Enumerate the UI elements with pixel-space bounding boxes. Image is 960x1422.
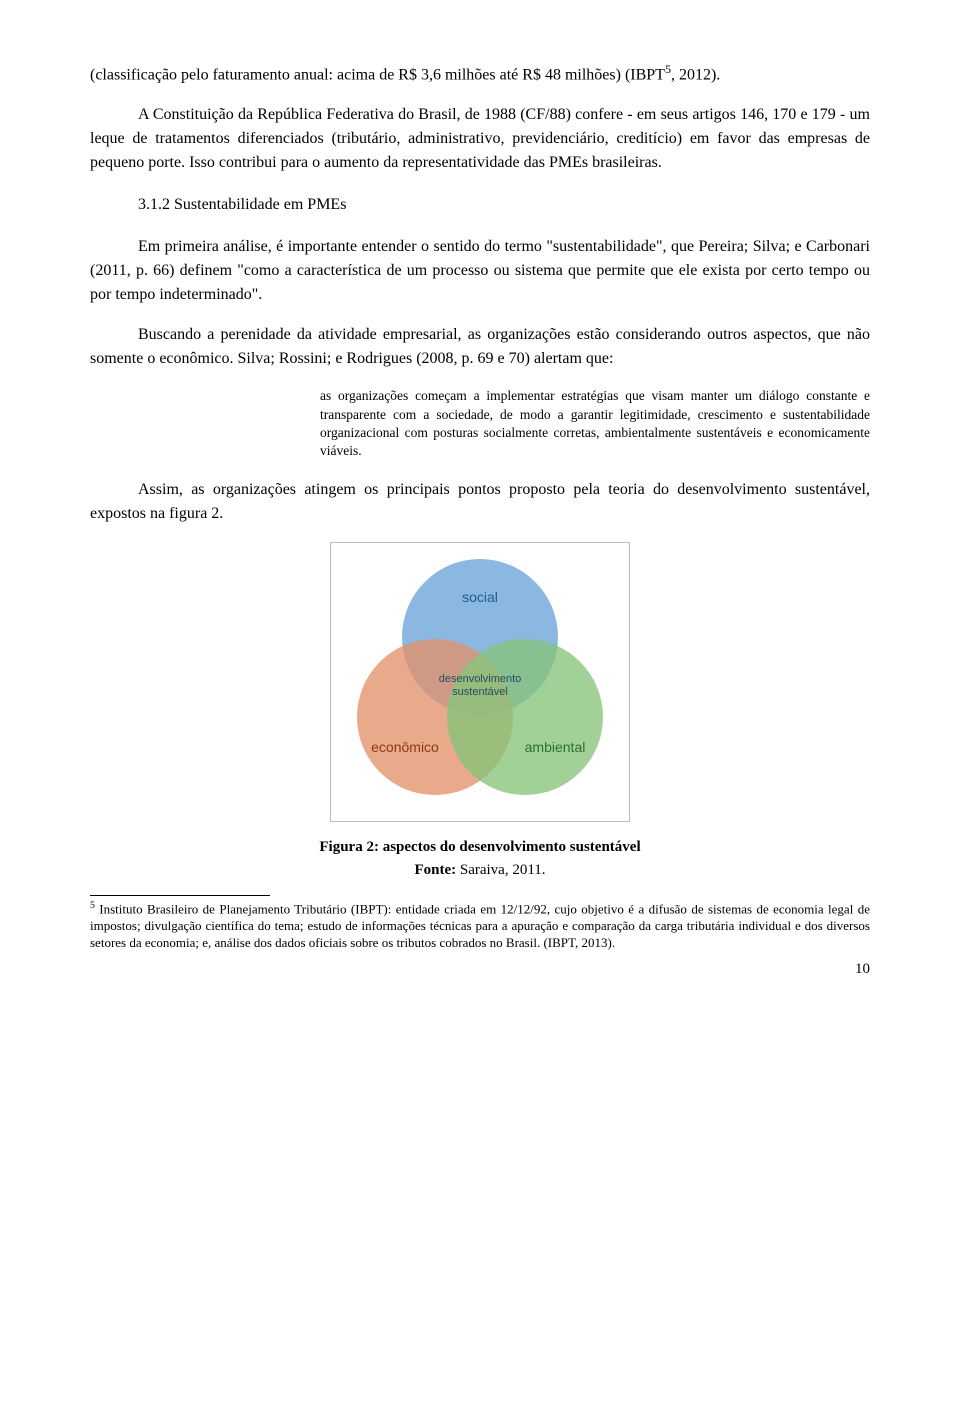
paragraph-5: Assim, as organizações atingem os princi… bbox=[90, 478, 870, 526]
venn-center-label-1: desenvolvimento bbox=[439, 673, 522, 685]
p1-text-a: (classificação pelo faturamento anual: a… bbox=[90, 66, 665, 83]
venn-label-economico: econômico bbox=[371, 739, 439, 755]
caption-source-value: Saraiva, 2011. bbox=[456, 862, 545, 878]
paragraph-1: (classificação pelo faturamento anual: a… bbox=[90, 60, 870, 87]
footnote: 5 Instituto Brasileiro de Planejamento T… bbox=[90, 900, 870, 952]
venn-diagram: social econômico ambiental desenvolvimentos… bbox=[330, 542, 630, 822]
figure-venn: social econômico ambiental desenvolvimentos… bbox=[90, 542, 870, 830]
venn-label-social: social bbox=[462, 589, 498, 605]
page-number: 10 bbox=[90, 958, 870, 981]
venn-circle-ambiental bbox=[447, 639, 603, 795]
caption-title: Figura 2: aspectos do desenvolvimento su… bbox=[319, 839, 640, 855]
paragraph-3: Em primeira análise, é importante entend… bbox=[90, 235, 870, 307]
footnote-rule bbox=[90, 895, 270, 896]
section-heading: 3.1.2 Sustentabilidade em PMEs bbox=[90, 193, 870, 217]
block-quote: as organizações começam a implementar es… bbox=[320, 387, 870, 460]
caption-source-label: Fonte: bbox=[414, 862, 456, 878]
paragraph-2: A Constituição da República Federativa d… bbox=[90, 103, 870, 175]
venn-label-ambiental: ambiental bbox=[525, 739, 586, 755]
figure-caption: Figura 2: aspectos do desenvolvimento su… bbox=[90, 836, 870, 881]
p1-text-b: , 2012). bbox=[671, 66, 720, 83]
venn-center-label-2: sustentável bbox=[452, 686, 508, 698]
footnote-text: Instituto Brasileiro de Planejamento Tri… bbox=[90, 902, 870, 951]
paragraph-4: Buscando a perenidade da atividade empre… bbox=[90, 323, 870, 371]
